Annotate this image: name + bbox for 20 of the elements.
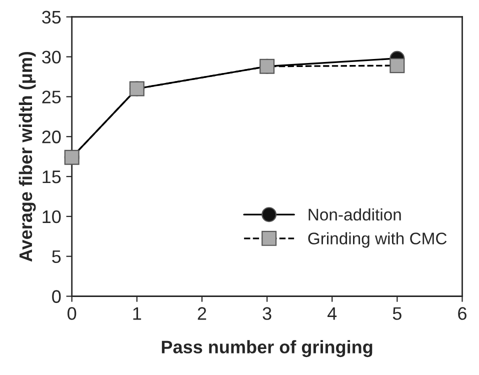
x-tick-label: 0 — [68, 307, 76, 320]
x-tick-label: 4 — [328, 307, 337, 320]
y-tick-label: 0 — [52, 290, 61, 303]
x-tick-label: 6 — [458, 307, 466, 320]
y-tick-label: 30 — [42, 50, 61, 64]
x-tick-label: 5 — [392, 307, 402, 320]
legend-label: Grinding with CMC — [308, 232, 447, 248]
x-tick-label: 1 — [133, 307, 142, 320]
legend-label: Non-addition — [308, 208, 401, 221]
point — [390, 58, 405, 74]
y-tick-label: 35 — [42, 10, 61, 24]
y-tick-label: 15 — [42, 170, 61, 184]
x-axis-title: Pass number of gringing — [162, 340, 372, 358]
x-tick-label: 3 — [262, 307, 272, 320]
y-tick-label: 10 — [42, 210, 61, 224]
y-tick-label: 25 — [42, 90, 61, 104]
y-tick-label: 5 — [52, 250, 61, 264]
x-tick-label: 2 — [198, 307, 206, 320]
y-axis-title: Average fiber width (μm) — [18, 52, 36, 262]
y-tick-label: 20 — [42, 130, 61, 144]
